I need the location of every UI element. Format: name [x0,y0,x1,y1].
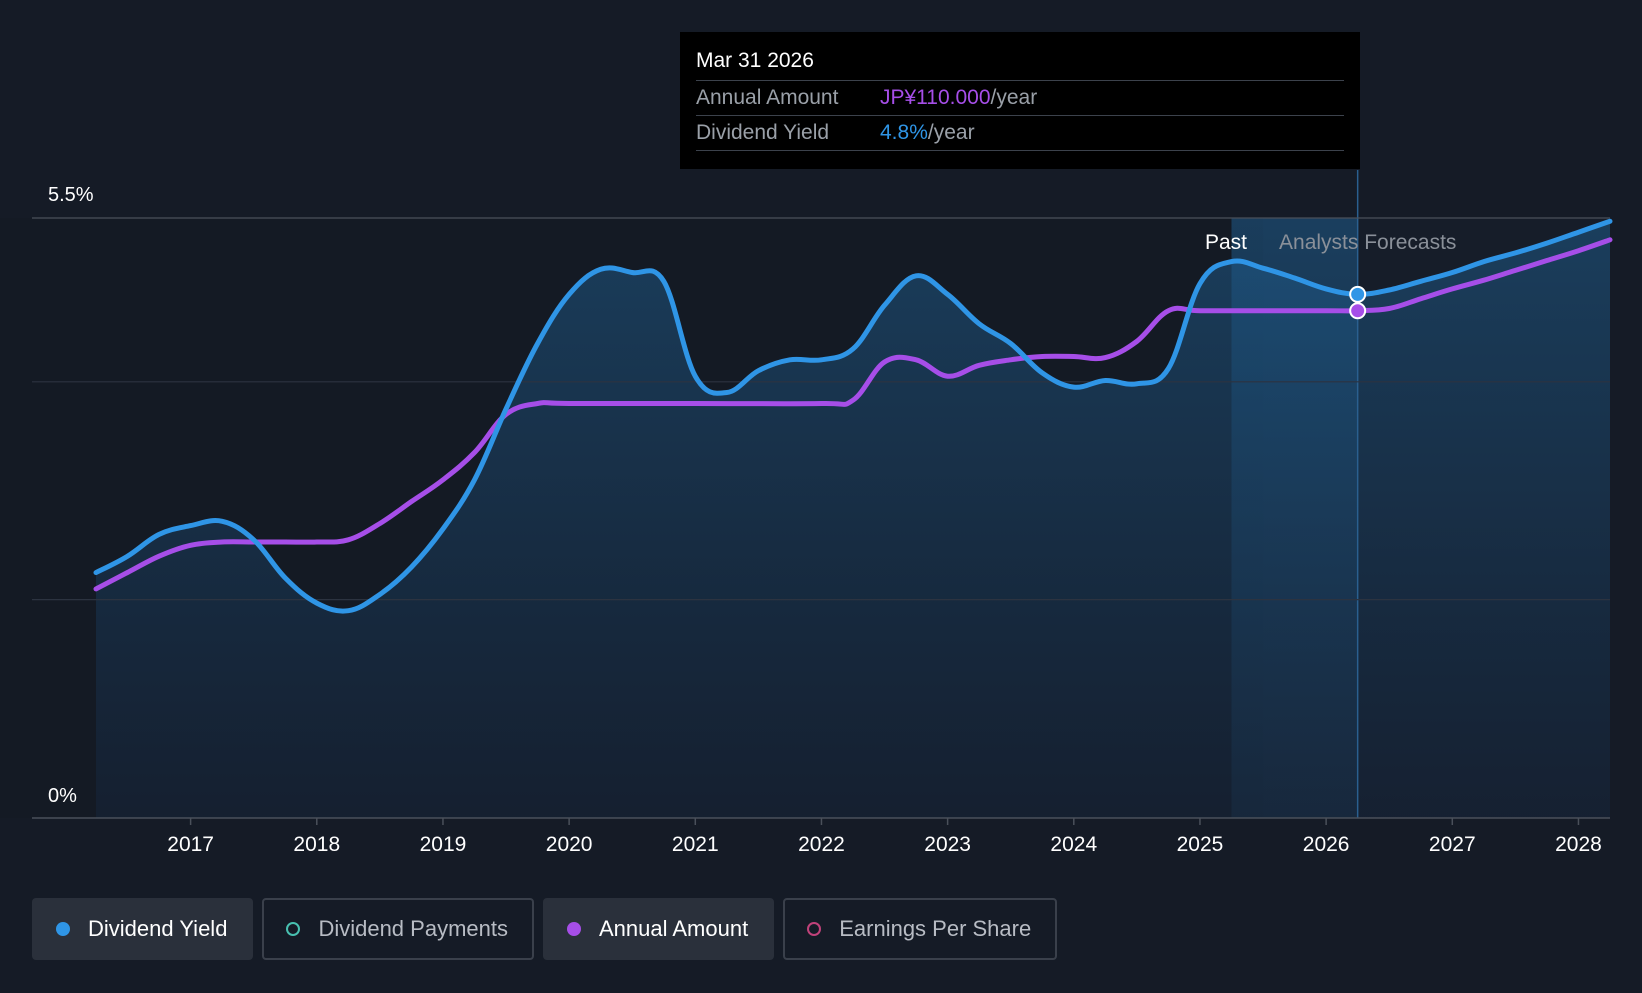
tooltip-row-annual-amount: Annual Amount JP¥110.000 /year [696,81,1344,116]
tooltip-value: JP¥110.000 [880,86,991,109]
annual-amount-point [1349,302,1367,320]
legend-dividend-yield[interactable]: Dividend Yield [32,898,254,960]
tooltip-date: Mar 31 2026 [696,46,1344,81]
chart-tooltip: Mar 31 2026 Annual Amount JP¥110.000 /ye… [680,32,1360,169]
past-label: Past [1205,231,1247,254]
tooltip-label: Dividend Yield [696,121,830,144]
dividend-yield-point [1349,285,1367,303]
annual-amount-line [93,237,1613,592]
tooltip-row-dividend-yield: Dividend Yield 4.8% /year [696,116,1344,151]
legend-label: Dividend Payments [318,916,508,941]
x-tick-label: 2026 [1303,833,1350,856]
legend-earnings-per-share[interactable]: Earnings Per Share [783,898,1058,960]
legend-dot-icon [807,922,822,936]
legend-annual-amount[interactable]: Annual Amount [542,898,775,960]
x-tick-label: 2022 [798,833,845,856]
x-tick-label: 2017 [167,833,214,856]
tooltip-unit: /year [927,121,975,144]
legend-label: Annual Amount [598,916,749,941]
tooltip-label: Annual Amount [696,86,839,109]
forecast-label: Analysts Forecasts [1279,231,1456,254]
highlight-band [1231,218,1358,818]
tooltip-unit: /year [990,86,1038,109]
x-tick-label: 2027 [1429,833,1476,856]
x-tick-label: 2023 [924,833,971,856]
legend-label: Dividend Yield [88,916,228,941]
y-tick-label: 0% [48,785,77,807]
x-tick-label: 2018 [293,833,340,856]
y-tick-label: 5.5% [48,184,94,206]
x-tick-label: 2025 [1177,833,1224,856]
legend-label: Earnings Per Share [839,916,1032,941]
x-tick-label: 2020 [546,833,593,856]
tooltip-value: 4.8% [880,121,928,144]
legend-dividend-payments[interactable]: Dividend Payments [262,898,534,960]
legend-dot-icon [566,922,581,936]
x-tick-label: 2019 [420,833,467,856]
x-tick-label: 2021 [672,833,719,856]
legend-dot-icon [56,922,70,936]
chart-legend: Dividend Yield Dividend Payments Annual … [32,898,1058,960]
x-tick-label: 2024 [1050,833,1097,856]
legend-dot-icon [286,922,301,936]
x-tick-label: 2028 [1555,833,1602,856]
